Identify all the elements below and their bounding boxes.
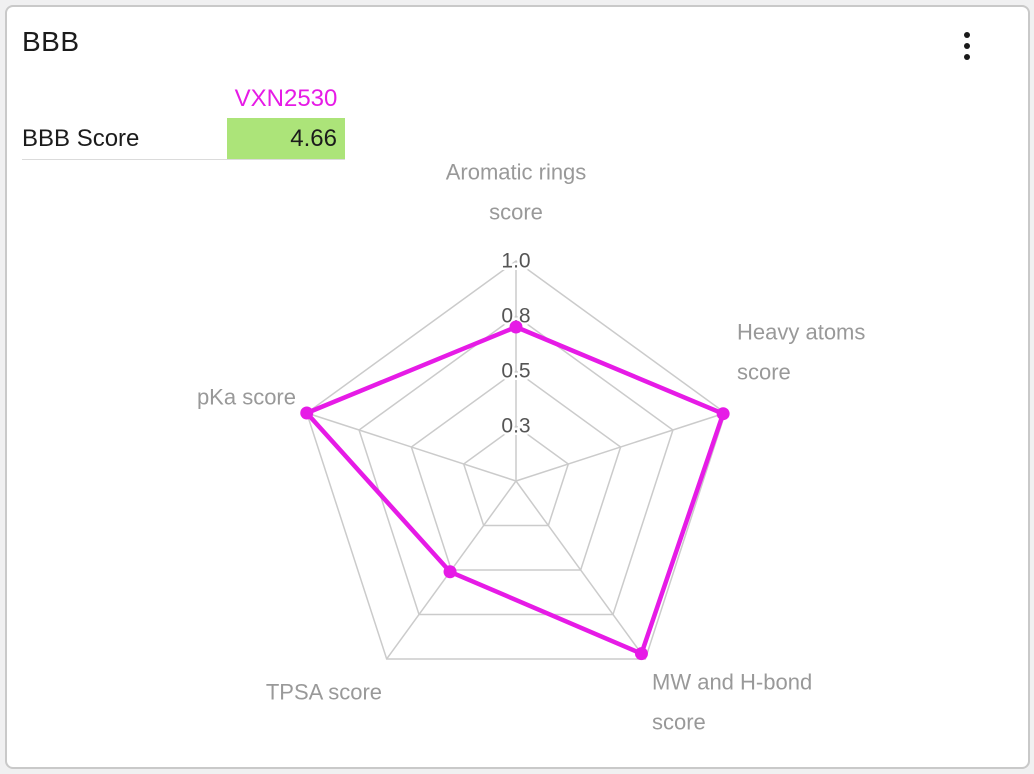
radar-tick-label: 0.3 [501, 415, 530, 438]
radar-axis-label: MW and H-bond [652, 670, 812, 695]
header-spacer [22, 80, 227, 118]
radar-data-point[interactable] [634, 647, 648, 661]
radar-tick-label: 0.5 [501, 360, 530, 383]
radar-axis-label: score [489, 200, 543, 225]
radar-axis-label: TPSA score [266, 680, 382, 705]
radar-axis-line [515, 412, 726, 482]
radar-axis-label: score [652, 710, 706, 735]
radar-data-point[interactable] [300, 406, 314, 420]
radar-axis-label: Aromatic rings [446, 160, 587, 185]
page-title: BBB [22, 26, 80, 57]
radar-data-point[interactable] [509, 320, 523, 334]
radar-axis-label: Heavy atoms [737, 320, 865, 345]
radar-grid-ring [410, 370, 622, 571]
radar-data-point[interactable] [443, 565, 457, 579]
radar-axis-label: score [737, 360, 791, 385]
radar-axis-line [515, 480, 646, 660]
radar-tick-label: 1.0 [501, 250, 530, 273]
compound-column-header: VXN2530 [234, 85, 338, 112]
score-table: VXN2530 BBB Score 4.66 [22, 80, 345, 160]
radar-data-point[interactable] [716, 407, 730, 421]
radar-axis-label: pKa score [197, 385, 296, 410]
more-options-button[interactable] [954, 28, 980, 64]
kebab-menu-icon [964, 32, 970, 60]
table-row: BBB Score 4.66 [22, 118, 345, 160]
score-value-cell: 4.66 [227, 118, 345, 159]
radar-grid-ring [462, 425, 570, 527]
radar-grid-ring [358, 315, 674, 616]
bbb-card: BBB VXN2530 BBB Score 4.66 0.3 0.5 0.8 1.0 A… [5, 5, 1030, 769]
score-row-label: BBB Score [22, 125, 140, 152]
radar-series-line[interactable] [304, 324, 726, 656]
